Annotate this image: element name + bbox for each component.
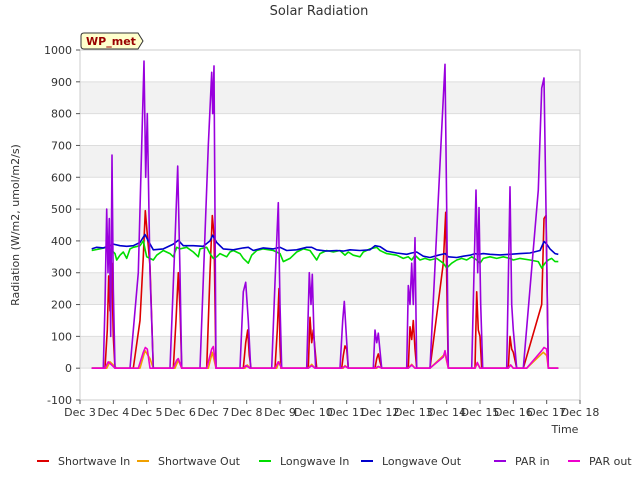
series-line-par-in <box>91 60 559 369</box>
x-tick-label: Dec 8 <box>231 406 263 419</box>
legend: Shortwave In Shortwave Out Longwave In Long… <box>37 455 632 468</box>
legend-item-shortwave-in: Shortwave In <box>37 455 130 468</box>
x-tick-label: Dec 11 <box>327 406 366 419</box>
legend-label: PAR out <box>589 455 632 468</box>
y-tick-label: 200 <box>51 299 72 312</box>
legend-label: Shortwave Out <box>158 455 241 468</box>
annotation-box <box>80 32 144 50</box>
x-tick-label: Dec 14 <box>427 406 466 419</box>
y-tick-label: 100 <box>51 330 72 343</box>
series-line-longwave-out <box>91 233 559 259</box>
legend-item-shortwave-out: Shortwave Out <box>137 455 241 468</box>
y-tick-label: 1000 <box>44 44 72 57</box>
legend-item-par-out: PAR out <box>568 455 632 468</box>
x-tick-label: Dec 6 <box>164 406 196 419</box>
y-tick-label: -100 <box>47 394 72 407</box>
wp-met-annotation: WP_met <box>80 32 144 50</box>
band-800 <box>80 81 580 114</box>
x-tick-label: Dec 17 <box>527 406 566 419</box>
series-line-par-out <box>91 345 559 369</box>
y-tick-label: 600 <box>51 171 72 184</box>
y-tick-label: 0 <box>65 362 72 375</box>
y-tick-label: 900 <box>51 76 72 89</box>
legend-label: Shortwave In <box>58 455 130 468</box>
legend-label: PAR in <box>515 455 550 468</box>
x-tick-label: Dec 7 <box>197 406 229 419</box>
y-tick-label: 400 <box>51 235 72 248</box>
x-tick-label: Dec 18 <box>561 406 600 419</box>
y-tick-label: 700 <box>51 139 72 152</box>
x-tick-label: Dec 4 <box>97 406 129 419</box>
series-layer <box>91 60 559 369</box>
x-tick-label: Dec 10 <box>294 406 333 419</box>
band-400 <box>80 209 580 241</box>
x-tick-label: Dec 5 <box>131 406 163 419</box>
band-200 <box>80 272 580 305</box>
band-600 <box>80 145 580 178</box>
x-tick-label: Dec 16 <box>494 406 533 419</box>
band-0 <box>80 336 580 369</box>
legend-label: Longwave In <box>280 455 349 468</box>
x-tick-label: Dec 13 <box>394 406 433 419</box>
x-tick-label: Dec 15 <box>461 406 500 419</box>
x-tick-label: Dec 3 <box>64 406 96 419</box>
legend-item-par-in: PAR in <box>494 455 550 468</box>
plot-frame <box>79 49 581 401</box>
y-tick-label: 800 <box>51 108 72 121</box>
x-tick-label: Dec 9 <box>264 406 296 419</box>
legend-label: Longwave Out <box>382 455 462 468</box>
x-axis-label: Time <box>551 423 579 436</box>
y-tick-label: 300 <box>51 267 72 280</box>
chart-title: Solar Radiation <box>270 4 369 19</box>
legend-item-longwave-out: Longwave Out <box>361 455 462 468</box>
x-tick-label: Dec 12 <box>361 406 400 419</box>
legend-item-longwave-in: Longwave In <box>259 455 349 468</box>
annotation-label: WP_met <box>86 35 136 48</box>
y-axis-label: Radiation (W/m2, umol/m2/s) <box>9 144 22 306</box>
y-tick-label: 500 <box>51 203 72 216</box>
y-axis-ticks: -100 0 100 200 300 400 500 600 700 800 900 1000 <box>44 44 80 407</box>
background-bands <box>80 81 580 369</box>
